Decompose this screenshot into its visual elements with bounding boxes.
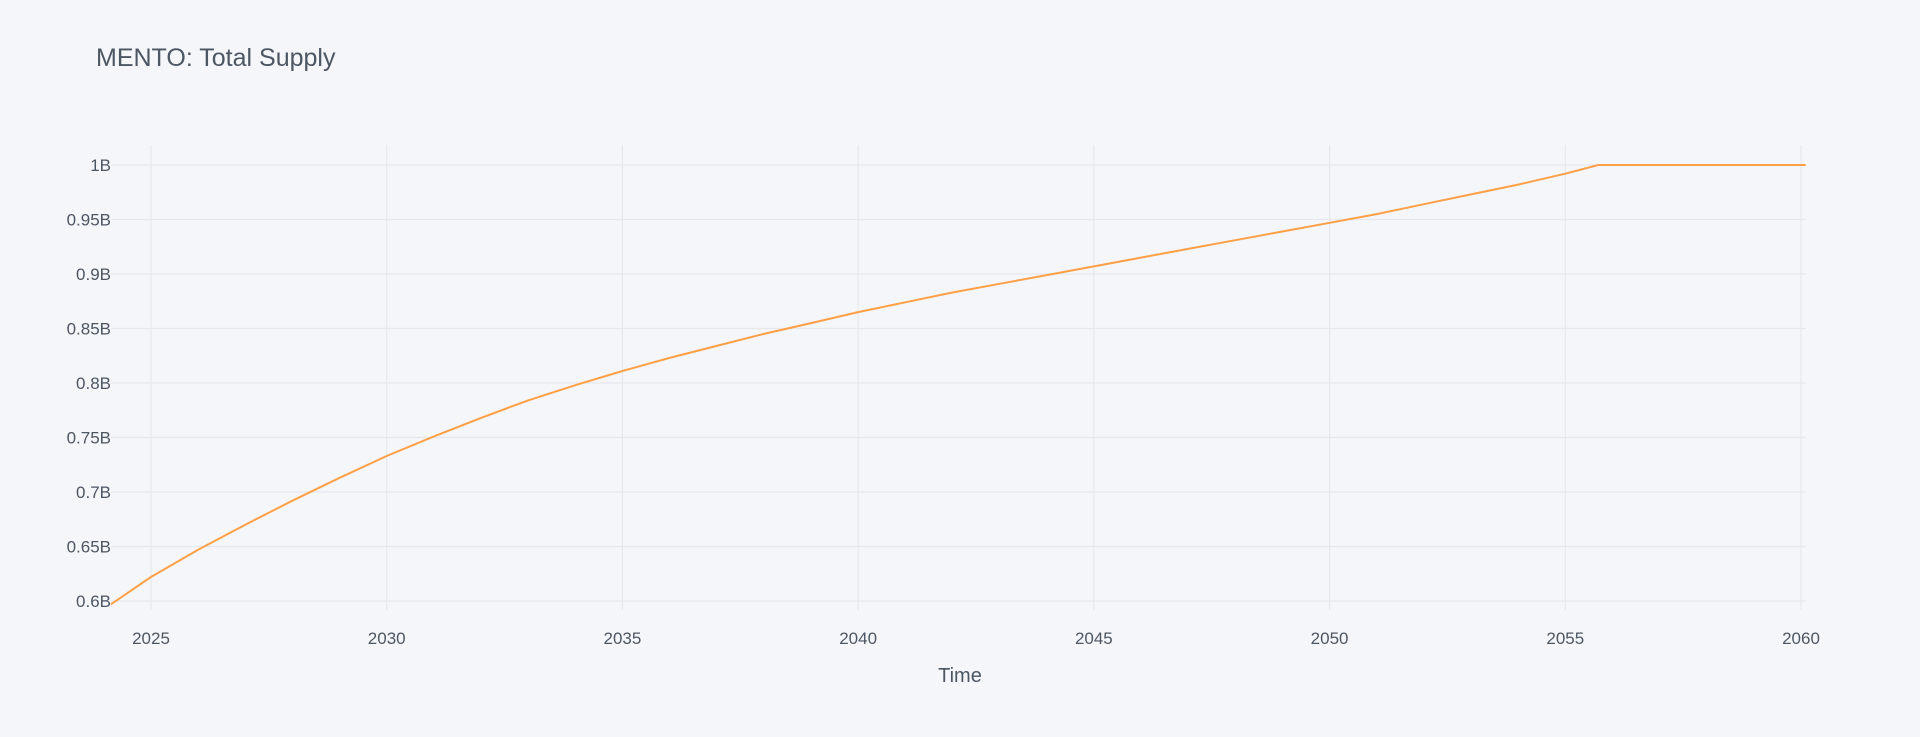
x-tick-label: 2050: [1311, 629, 1349, 648]
x-tick-label: 2040: [839, 629, 877, 648]
y-tick-label: 1B: [90, 156, 111, 175]
y-tick-label: 0.95B: [67, 211, 111, 230]
x-tick-label: 2025: [132, 629, 170, 648]
y-tick-label: 0.85B: [67, 320, 111, 339]
series-layer: [110, 164, 1806, 606]
y-axis-ticks: 0.6B 0.65B 0.7B 0.75B 0.8B 0.85B 0.9B 0.95B 1B: [67, 156, 111, 611]
series-line[interactable]: [110, 164, 1806, 606]
x-grid: [150, 145, 1802, 610]
y-tick-label: 0.9B: [76, 265, 111, 284]
x-axis-ticks: 2025 2030 2035 2040 2045 2050 2055 2060: [132, 629, 1820, 648]
x-axis-title: Time: [938, 665, 982, 687]
x-tick-label: 2035: [604, 629, 642, 648]
y-tick-label: 0.75B: [67, 429, 111, 448]
y-tick-label: 0.65B: [67, 538, 111, 557]
x-tick-label: 2045: [1075, 629, 1113, 648]
y-tick-label: 0.8B: [76, 374, 111, 393]
chart-title: MENTO: Total Supply: [96, 44, 336, 72]
x-tick-label: 2055: [1546, 629, 1584, 648]
x-tick-label: 2060: [1782, 629, 1820, 648]
y-tick-label: 0.6B: [76, 592, 111, 611]
y-tick-label: 0.7B: [76, 483, 111, 502]
x-tick-label: 2030: [368, 629, 406, 648]
y-grid: [111, 164, 1806, 602]
